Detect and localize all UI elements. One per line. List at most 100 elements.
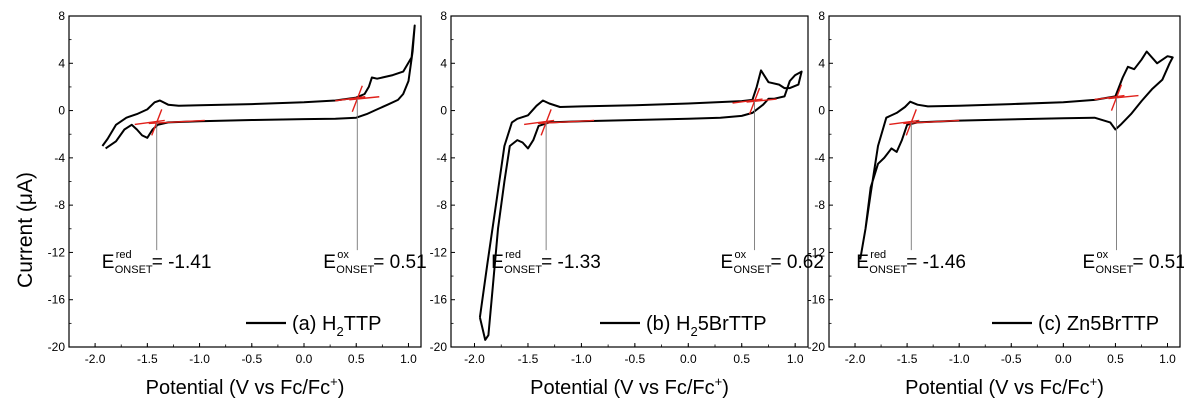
x-tick-label: -1.5 xyxy=(897,352,918,366)
onset-tangent xyxy=(889,119,920,126)
onset-symbol: E xyxy=(721,252,734,273)
x-tick-label: -0.5 xyxy=(1001,352,1022,366)
x-tick-label: 0.5 xyxy=(733,352,750,366)
x-tick-label: 0.0 xyxy=(296,352,313,366)
y-tick-label: -12 xyxy=(808,245,826,259)
x-tick-label: -1.5 xyxy=(518,352,539,366)
onset-subscript: ONSET xyxy=(336,264,374,276)
onset-baseline-tangent xyxy=(903,119,960,125)
onset-symbol: E xyxy=(102,252,115,273)
cv-curve xyxy=(859,50,1174,260)
legend-label: (a) H2TTP xyxy=(292,313,381,339)
plot-frame xyxy=(828,15,1181,348)
onset-symbol: E xyxy=(856,252,869,273)
onset-subscript: ONSET xyxy=(504,264,542,276)
y-tick-label: 8 xyxy=(58,9,65,23)
onset-symbol: E xyxy=(323,252,336,273)
y-tick-label: -4 xyxy=(54,151,65,165)
onset-subscript: ONSET xyxy=(869,264,907,276)
x-tick-label: 1.0 xyxy=(787,352,804,366)
onset-baseline-tangent xyxy=(538,119,595,125)
onset-value: = 0.51 xyxy=(1132,252,1184,273)
x-axis-label: Potential (V vs Fc/Fc+) xyxy=(146,374,345,399)
onset-cross xyxy=(905,109,917,136)
onset-baseline-tangent xyxy=(746,98,777,103)
panel-c: -2.0 -1.5 -1.0 -0.5 0.0 0.5 1.0 8 4 0 -4 -8 -12 -16 -2… xyxy=(808,9,1184,399)
y-axis-label: Current (μA) xyxy=(14,172,37,288)
onset-subscript: ONSET xyxy=(734,264,772,276)
panel-a: -2.0 -1.5 -1.0 -0.5 0.0 0.5 1.0 8 4 0 -4 -8 -12 -16 -2… xyxy=(48,9,427,399)
onset-symbol: E xyxy=(1082,252,1095,273)
x-tick-label: -2.0 xyxy=(464,352,485,366)
y-tick-label: 4 xyxy=(58,56,65,70)
onset-baseline-tangent xyxy=(349,96,380,101)
y-tick-label: 0 xyxy=(58,104,65,118)
onset-superscript: ox xyxy=(337,249,349,261)
y-tick-label: 8 xyxy=(440,9,447,23)
onset-tangent xyxy=(1094,94,1125,101)
x-tick-label: 1.0 xyxy=(1159,352,1176,366)
cv-curve xyxy=(101,24,416,150)
y-tick-label: -20 xyxy=(808,340,826,354)
y-tick-label: -8 xyxy=(436,198,447,212)
onset-tangent xyxy=(524,119,555,126)
x-tick-label: 0.5 xyxy=(348,352,365,366)
x-tick-label: -1.0 xyxy=(949,352,970,366)
onset-superscript: red xyxy=(116,249,132,261)
y-tick-label: 0 xyxy=(440,104,447,118)
onset-superscript: red xyxy=(870,249,886,261)
cv-curve xyxy=(478,69,803,341)
onset-cross xyxy=(540,109,552,136)
legend: (b) H25BrTTP xyxy=(600,313,767,339)
panel-b: -2.0 -1.5 -1.0 -0.5 0.0 0.5 1.0 8 4 0 -4 -8 -12 -16 -2… xyxy=(430,9,824,399)
x-tick-label: -1.0 xyxy=(571,352,592,366)
y-tick-label: -12 xyxy=(48,245,66,259)
onset-value: = 0.51 xyxy=(373,252,426,273)
y-tick-label: -20 xyxy=(48,340,66,354)
y-tick-label: 8 xyxy=(818,9,825,23)
x-axis-label: Potential (V vs Fc/Fc+) xyxy=(905,374,1104,399)
x-axis-label: Potential (V vs Fc/Fc+) xyxy=(530,374,729,399)
y-tick-label: -16 xyxy=(430,293,448,307)
legend: (c) Zn5BrTTP xyxy=(992,313,1159,335)
onset-baseline-tangent xyxy=(1108,94,1139,100)
onset-baseline-tangent xyxy=(148,119,205,125)
legend: (a) H2TTP xyxy=(246,313,381,339)
y-tick-label: 0 xyxy=(818,104,825,118)
x-tick-label: -1.0 xyxy=(189,352,210,366)
x-tick-label: 1.0 xyxy=(400,352,417,366)
y-tick-label: -12 xyxy=(430,245,448,259)
onset-tangent xyxy=(335,96,366,102)
y-tick-label: -4 xyxy=(436,151,447,165)
y-tick-label: -8 xyxy=(814,198,825,212)
onset-tangent xyxy=(134,119,165,126)
y-tick-label: -4 xyxy=(814,151,825,165)
onset-symbol: E xyxy=(491,252,504,273)
onset-superscript: ox xyxy=(735,249,747,261)
x-tick-label: -1.5 xyxy=(137,352,158,366)
legend-label: (b) H25BrTTP xyxy=(646,313,767,339)
x-tick-label: 0.0 xyxy=(680,352,697,366)
onset-value: = -1.41 xyxy=(152,252,212,273)
y-tick-label: 4 xyxy=(818,56,825,70)
onset-tangent xyxy=(732,98,763,104)
x-tick-label: -0.5 xyxy=(241,352,262,366)
y-tick-label: -16 xyxy=(808,293,826,307)
onset-value: = -1.46 xyxy=(906,252,966,273)
onset-subscript: ONSET xyxy=(115,264,153,276)
onset-superscript: red xyxy=(505,249,521,261)
x-tick-label: -0.5 xyxy=(625,352,646,366)
onset-value: = -1.33 xyxy=(541,252,601,273)
plot-frame xyxy=(68,15,422,348)
x-tick-label: 0.0 xyxy=(1055,352,1072,366)
onset-subscript: ONSET xyxy=(1095,264,1133,276)
x-tick-label: -2.0 xyxy=(845,352,866,366)
onset-superscript: ox xyxy=(1096,249,1108,261)
onset-value: = 0.62 xyxy=(771,252,824,273)
